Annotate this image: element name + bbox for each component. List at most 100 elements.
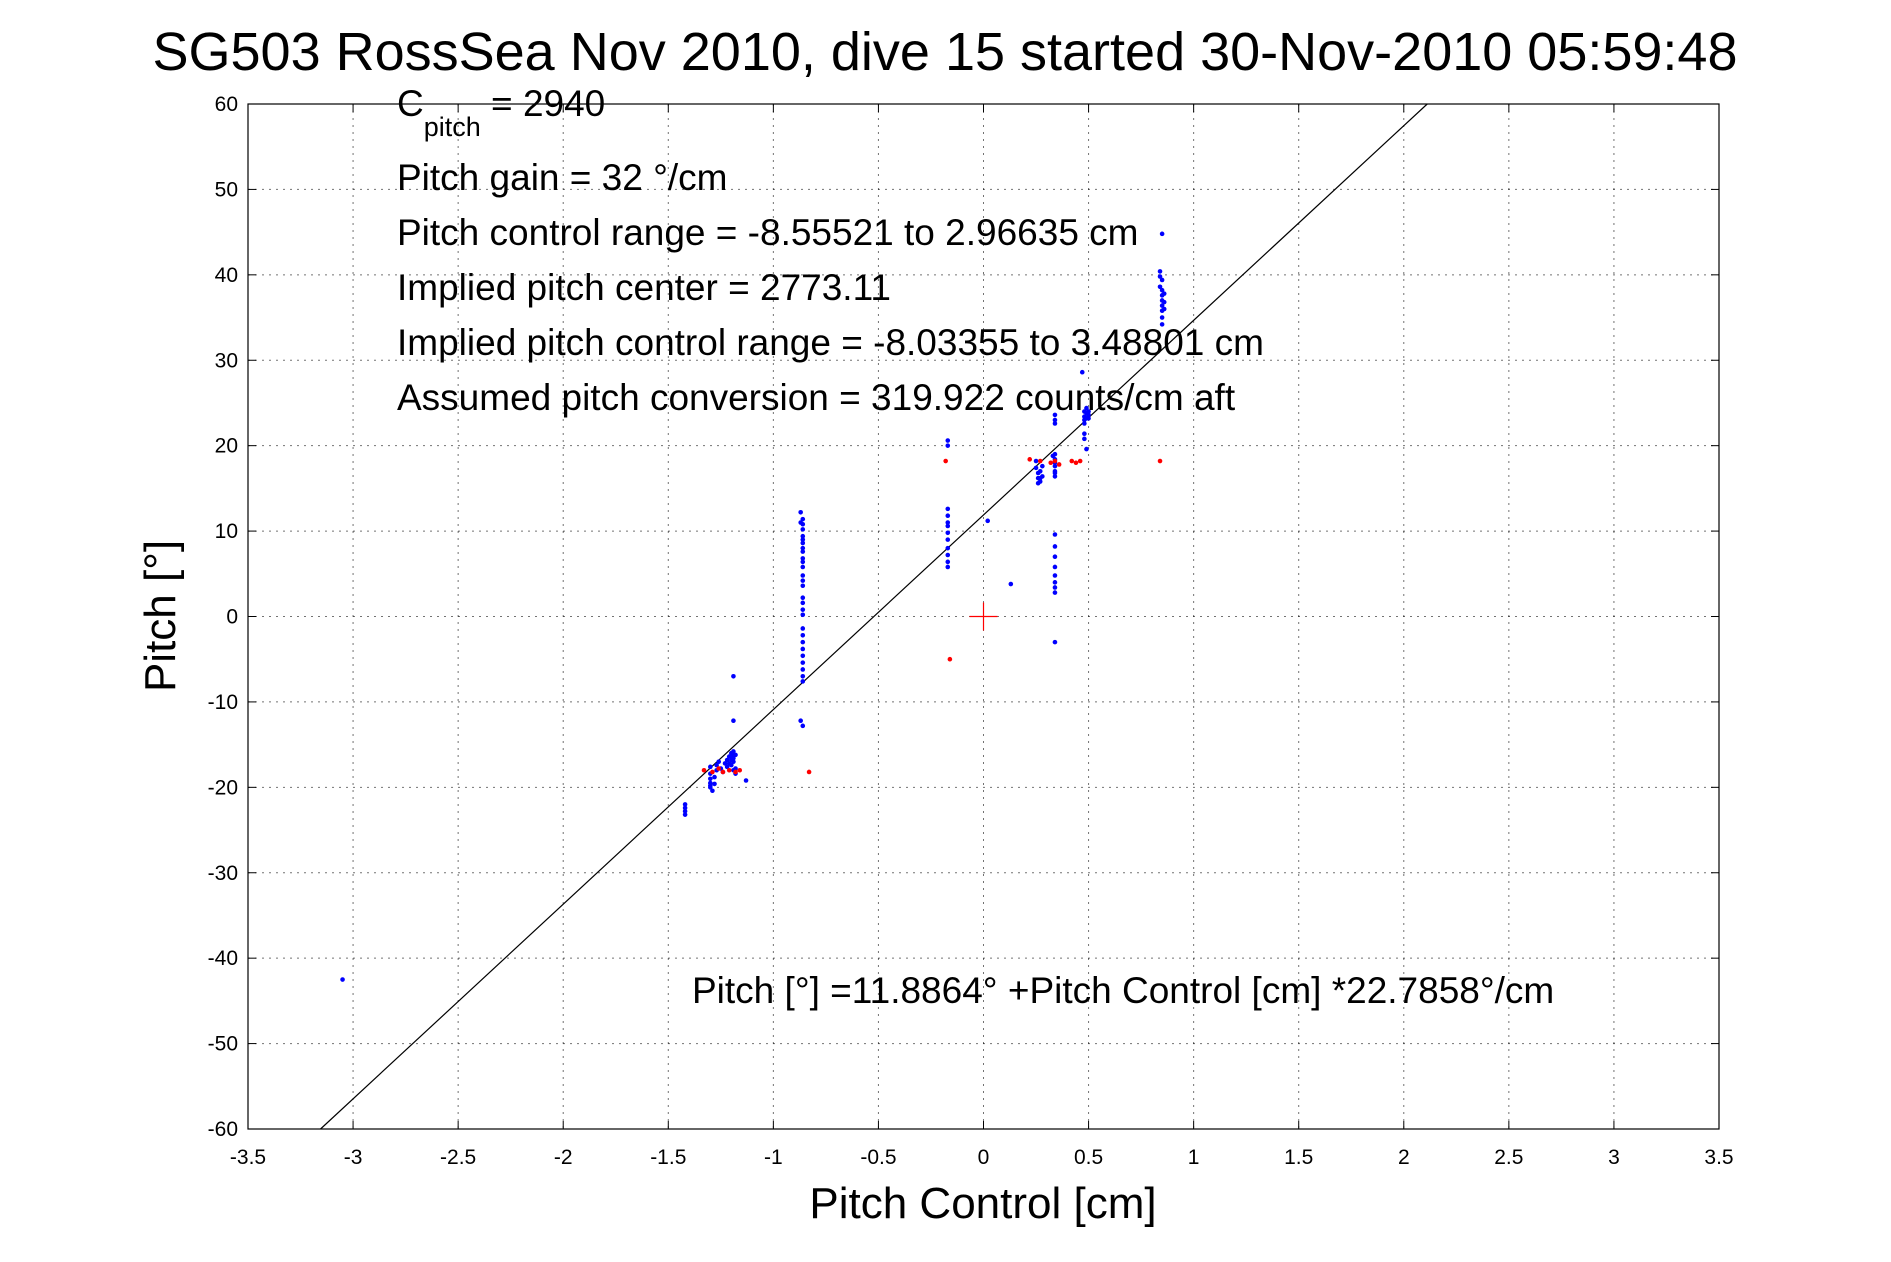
blue-point <box>800 545 806 551</box>
red-point <box>1157 458 1163 464</box>
blue-point <box>1052 532 1058 537</box>
blue-point <box>1052 451 1058 457</box>
x-tick-label: 1 <box>1188 1146 1200 1169</box>
blue-point <box>800 673 806 679</box>
x-tick-label: 0 <box>978 1146 990 1169</box>
y-tick-label: 0 <box>226 606 238 629</box>
blue-point <box>1052 412 1058 418</box>
x-tick-label: -2 <box>554 1146 573 1169</box>
red-point <box>1037 458 1043 464</box>
chart-title: SG503 RossSea Nov 2010, dive 15 started … <box>152 22 1737 82</box>
blue-point <box>1157 284 1163 290</box>
blue-point <box>1040 474 1045 479</box>
blue-point <box>708 764 713 770</box>
y-tick-label: -10 <box>208 691 238 714</box>
annotation-fit-equation: Pitch [°] =11.8864° +Pitch Control [cm] … <box>692 970 1554 1011</box>
y-tick-label: -20 <box>208 776 238 799</box>
blue-point <box>1033 458 1039 464</box>
blue-point <box>800 540 806 546</box>
blue-point <box>1052 554 1058 560</box>
blue-point <box>682 808 688 814</box>
blue-point <box>945 506 951 512</box>
blue-point <box>712 774 717 780</box>
blue-point <box>682 812 688 817</box>
blue-point <box>731 759 736 765</box>
blue-point <box>1052 417 1058 423</box>
annotation-assumed-pitch-conversion: Assumed pitch conversion = 319.922 count… <box>397 377 1236 418</box>
blue-point <box>1037 479 1043 484</box>
blue-point <box>800 639 806 645</box>
blue-point <box>1157 269 1163 274</box>
blue-point <box>800 595 806 601</box>
blue-point <box>945 438 951 443</box>
blue-point <box>731 749 736 754</box>
blue-point <box>340 977 345 982</box>
blue-point <box>1086 409 1091 414</box>
blue-point <box>722 761 728 766</box>
blue-point <box>1084 405 1089 411</box>
center-cross-marker <box>969 602 998 631</box>
x-tick-label: 3.5 <box>1704 1146 1733 1169</box>
blue-point <box>800 556 806 561</box>
y-tick-label: 30 <box>215 349 238 372</box>
blue-point <box>945 552 951 558</box>
annotation-pitch-control-range: Pitch control range = -8.55521 to 2.9663… <box>397 212 1139 253</box>
c-pitch-sub: pitch <box>424 112 481 142</box>
red-point <box>1027 457 1033 462</box>
annotation-pitch-gain: Pitch gain = 32 °/cm <box>397 157 728 198</box>
blue-point <box>800 516 806 522</box>
blue-point <box>1033 465 1039 471</box>
blue-point <box>1052 463 1058 469</box>
blue-point <box>1159 303 1165 308</box>
blue-point <box>945 443 951 448</box>
blue-point <box>800 583 806 589</box>
c-pitch-value: = 2940 <box>481 83 605 124</box>
red-points <box>701 457 1163 775</box>
red-point <box>947 656 953 662</box>
blue-point <box>682 802 688 807</box>
blue-point <box>800 549 806 554</box>
blue-point <box>945 537 951 542</box>
blue-point <box>945 545 951 551</box>
blue-point <box>800 607 806 612</box>
annotation-implied-pitch-center: Implied pitch center = 2773.11 <box>397 267 891 308</box>
blue-point <box>1159 287 1165 293</box>
blue-point <box>1052 564 1058 570</box>
blue-point <box>731 755 736 761</box>
blue-point <box>731 673 736 679</box>
x-tick-label: -3 <box>344 1146 363 1169</box>
red-point <box>710 769 715 775</box>
blue-point <box>1052 421 1058 426</box>
x-tick-label: 3 <box>1608 1146 1620 1169</box>
blue-point <box>800 723 806 729</box>
blue-point <box>743 778 749 783</box>
blue-point <box>1159 315 1165 320</box>
blue-point <box>800 527 806 532</box>
blue-point <box>1084 446 1089 452</box>
blue-point <box>800 533 806 539</box>
x-tick-label: -1 <box>764 1146 783 1169</box>
blue-point <box>1082 421 1087 426</box>
red-point <box>701 767 707 773</box>
blue-point <box>724 757 730 763</box>
blue-point <box>800 667 806 672</box>
blue-point <box>724 764 730 770</box>
plot-frame <box>247 103 1720 1130</box>
blue-point <box>1082 431 1087 437</box>
x-tick-label: 2.5 <box>1494 1146 1523 1169</box>
y-tick-labels: 60 50 40 30 20 10 0 -10 -20 -30 -40 -50 -60 <box>208 93 238 1141</box>
blue-point <box>800 521 806 527</box>
blue-point <box>1159 322 1165 327</box>
red-point <box>1073 460 1079 466</box>
blue-point <box>1159 277 1165 283</box>
blue-point <box>945 559 951 565</box>
y-tick-label: 50 <box>215 178 238 201</box>
blue-point <box>800 573 806 578</box>
blue-point <box>945 520 951 525</box>
blue-point <box>800 660 806 665</box>
x-tick-labels: -3.5 -3 -2.5 -2 -1.5 -1 -0.5 0 0.5 1 1.5 2 2.5 3 3.5 <box>230 1146 1734 1169</box>
y-tick-label: -60 <box>208 1118 238 1141</box>
blue-point <box>945 513 951 519</box>
blue-point <box>1052 470 1058 476</box>
blue-point <box>800 653 806 659</box>
